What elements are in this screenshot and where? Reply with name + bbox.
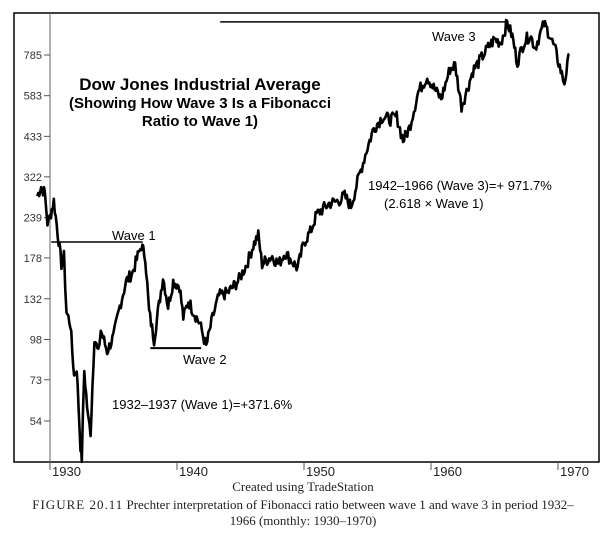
x-tick-label: 1940 xyxy=(179,464,208,479)
x-tick-label: 1960 xyxy=(433,464,462,479)
caption-text-2: 1966 (monthly: 1930–1970) xyxy=(229,513,377,528)
caption-label: FIGURE 20.11 xyxy=(32,497,124,512)
caption-text: Prechter interpretation of Fibonacci rat… xyxy=(126,497,574,512)
reference-label-wave-3: Wave 3 xyxy=(432,29,476,44)
wave1-annotation: 1932–1937 (Wave 1)=+371.6% xyxy=(112,397,293,412)
y-tick-label: 583 xyxy=(24,91,42,103)
y-tick-label: 322 xyxy=(24,172,42,184)
wave3-ratio-annotation: (2.618 × Wave 1) xyxy=(384,196,484,211)
plot-frame xyxy=(13,12,600,463)
figure-caption: FIGURE 20.11 Prechter interpretation of … xyxy=(0,497,606,529)
chart-subtitle-line1: (Showing How Wave 3 Is a Fibonacci xyxy=(69,95,331,112)
y-tick-label: 178 xyxy=(24,253,42,265)
dow-series-line xyxy=(36,18,570,464)
y-tick-label: 73 xyxy=(30,375,42,387)
y-tick-label: 54 xyxy=(30,416,42,428)
y-tick-label: 239 xyxy=(24,213,42,225)
y-tick-label: 785 xyxy=(24,50,42,62)
chart-title: Dow Jones Industrial Average xyxy=(79,75,321,94)
reference-label-wave-1: Wave 1 xyxy=(112,228,156,243)
wave3-annotation: 1942–1966 (Wave 3)=+ 971.7% xyxy=(368,178,552,193)
x-tick-label: 1950 xyxy=(306,464,335,479)
y-tick-label: 98 xyxy=(30,335,42,347)
x-tick-label: 1970 xyxy=(560,464,589,479)
chart: 54 73 98 132 178 239 322 433 583 785 1930 1940 1950… xyxy=(13,12,600,479)
credit: Created using TradeStation xyxy=(232,479,374,494)
x-tick-label: 1930 xyxy=(52,464,81,479)
y-tick-label: 433 xyxy=(24,131,42,143)
y-tick-label: 132 xyxy=(24,294,42,306)
chart-subtitle-line2: Ratio to Wave 1) xyxy=(142,113,258,130)
reference-label-wave-2: Wave 2 xyxy=(183,352,227,367)
